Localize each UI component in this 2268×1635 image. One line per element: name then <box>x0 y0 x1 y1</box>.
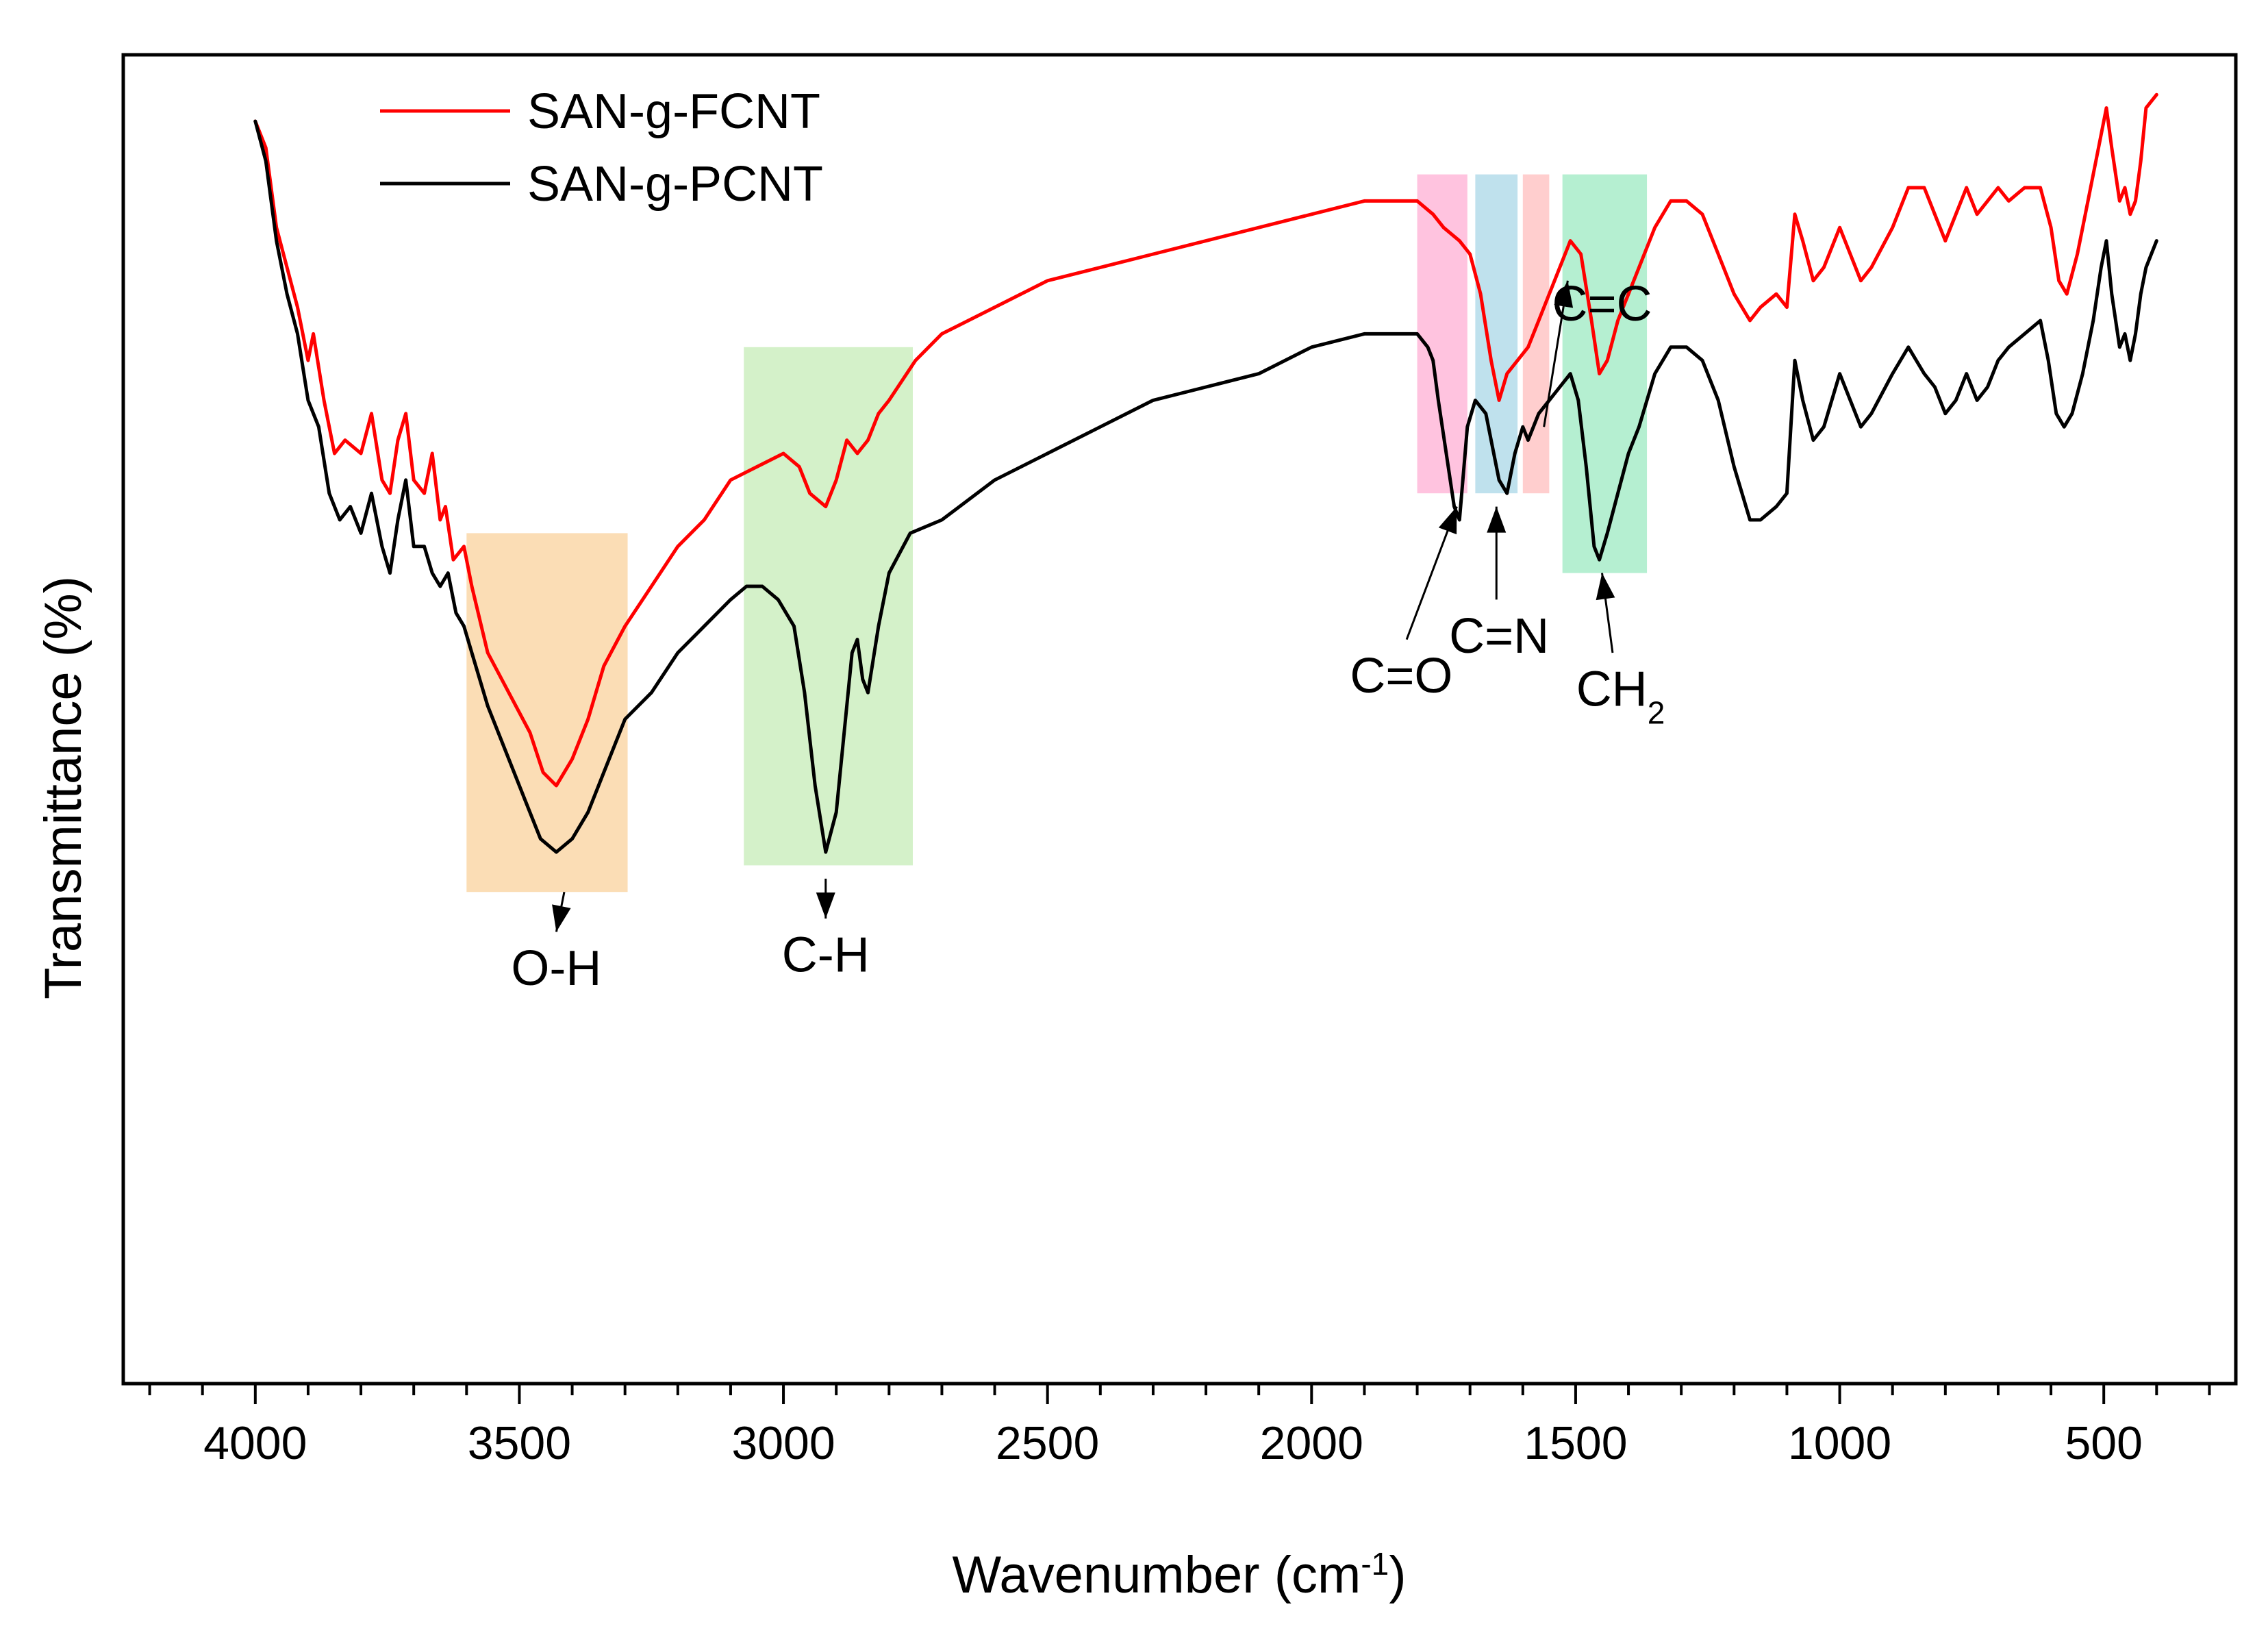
annotation-c-h-arrow-head <box>816 893 835 919</box>
x-tick-label-3500: 3500 <box>468 1417 571 1469</box>
plot-frame <box>121 53 2238 1386</box>
band-4 <box>1522 174 1550 494</box>
legend-label-san-g-pcnt: SAN-g-PCNT <box>527 157 823 212</box>
annotation-o-h-label: O-H <box>511 941 601 996</box>
annotation-ch2-subscript: 2 <box>1648 695 1665 731</box>
y-axis-title: Transmittance (%) <box>34 576 92 999</box>
band-1 <box>744 347 914 866</box>
annotation-c-c-label: C=C <box>1552 277 1652 332</box>
x-tick-label-1500: 1500 <box>1524 1417 1627 1469</box>
annotation-c-n-label: C=N <box>1449 609 1549 664</box>
annotation-c-n-arrow-head <box>1487 506 1507 533</box>
series-lines <box>253 92 2158 854</box>
legend: SAN-g-FCNT SAN-g-PCNT <box>380 84 823 212</box>
band-5 <box>1562 174 1648 573</box>
series-line-san-g-pcnt <box>253 119 2158 854</box>
highlight-bands <box>466 174 1648 893</box>
annotation-c-h-label: C-H <box>782 928 870 983</box>
x-tick-label-500: 500 <box>2065 1417 2142 1469</box>
annotation-ch2-arrow-head <box>1596 573 1615 601</box>
x-tick-label-3000: 3000 <box>731 1417 835 1469</box>
peak-annotations: O-H C-H C=OC=N C=C CH2 <box>511 277 1665 996</box>
annotation-o-h-arrow-head <box>552 904 571 932</box>
x-tick-label-2500: 2500 <box>996 1417 1099 1469</box>
annotation-c-o-arrow-head <box>1438 506 1457 535</box>
x-axis-ticks <box>148 1384 2211 1404</box>
x-tick-label-4000: 4000 <box>203 1417 307 1469</box>
band-0 <box>466 533 628 893</box>
annotation-c-o-label: C=O <box>1350 649 1452 703</box>
annotation-ch2-label: CH2 <box>1576 662 1665 731</box>
x-tick-label-2000: 2000 <box>1260 1417 1363 1469</box>
x-axis-title-superscript: -1 <box>1361 1546 1389 1582</box>
series-line-san-g-fcnt <box>253 92 2158 788</box>
band-3 <box>1475 174 1518 494</box>
annotation-c-c-arrow-head <box>1554 280 1574 308</box>
x-axis-tick-labels: 4000 3500 3000 2500 2000 1500 1000 500 <box>203 1417 2143 1469</box>
band-2 <box>1417 174 1467 494</box>
x-tick-label-1000: 1000 <box>1788 1417 1891 1469</box>
x-axis-title: Wavenumber (cm-1) <box>952 1546 1406 1604</box>
legend-label-san-g-fcnt: SAN-g-FCNT <box>527 84 820 139</box>
